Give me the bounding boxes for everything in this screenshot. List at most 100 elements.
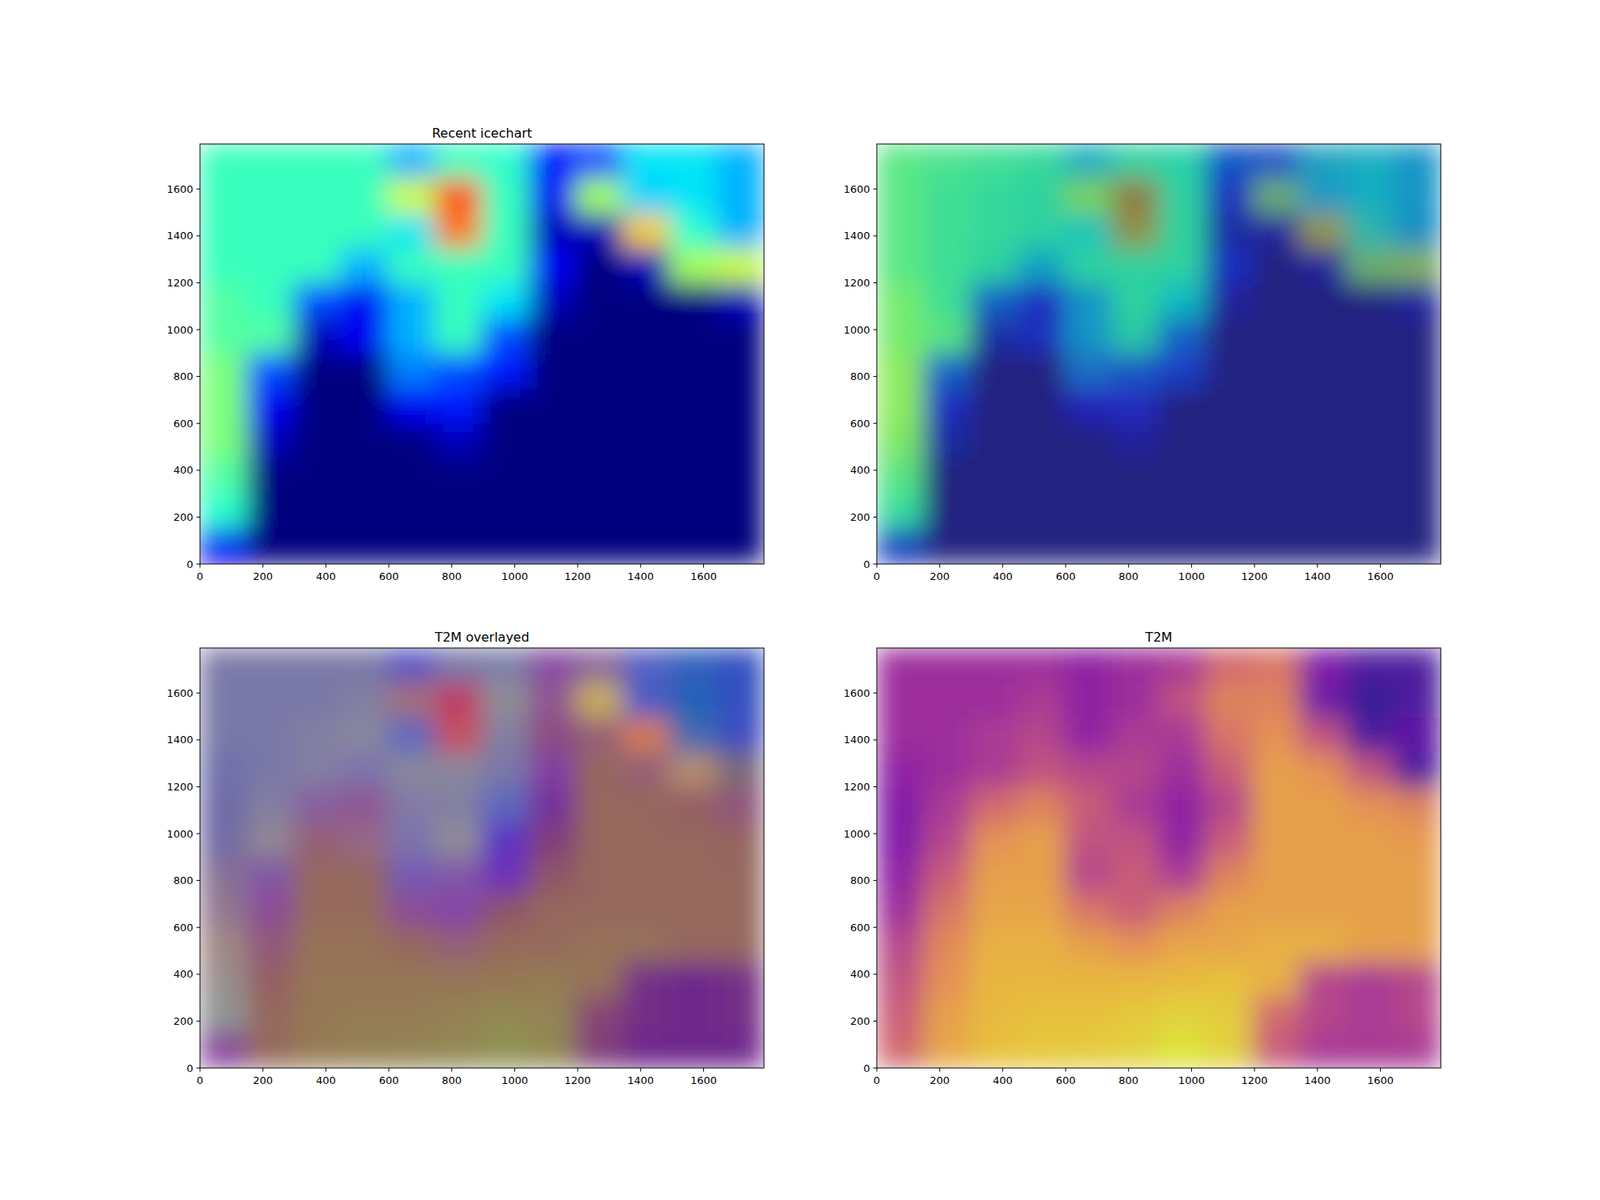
cell [1158, 528, 1207, 564]
cell [1205, 213, 1254, 250]
cell [481, 178, 530, 215]
cell [1158, 997, 1207, 1034]
cell [923, 997, 972, 1034]
cell [876, 388, 924, 425]
cell [200, 284, 248, 320]
cell [876, 353, 924, 390]
cell [200, 717, 248, 754]
cell [622, 962, 671, 999]
cell [716, 822, 764, 859]
cell [528, 682, 577, 719]
cell [1017, 717, 1066, 754]
cell [1064, 178, 1113, 215]
cell [200, 144, 248, 180]
cell [576, 528, 624, 564]
x-tick [1065, 564, 1067, 568]
cell [622, 717, 671, 754]
cell [970, 528, 1019, 564]
cell [1346, 788, 1395, 824]
cell [876, 144, 924, 180]
cell [246, 892, 295, 929]
cell [388, 788, 436, 824]
axes: 0200400600800100012001400160002004006008… [166, 125, 764, 583]
cell [1346, 752, 1395, 789]
cell [1299, 248, 1348, 285]
cell [434, 717, 483, 754]
cell [293, 528, 342, 564]
cell [1064, 388, 1113, 425]
cell [200, 928, 248, 964]
cell [1252, 248, 1301, 285]
cell [576, 318, 624, 355]
cell [340, 682, 389, 719]
cell [622, 997, 671, 1034]
cell [481, 857, 530, 894]
cell [1252, 458, 1301, 495]
cell [669, 213, 718, 250]
cell [1064, 318, 1113, 355]
cell [293, 682, 342, 719]
y-tick-label: 1400 [843, 229, 870, 242]
cell [622, 997, 671, 1034]
x-tick-label: 800 [1118, 1074, 1139, 1087]
cell [481, 528, 530, 564]
y-tick-label: 1400 [166, 229, 193, 242]
x-tick-label: 0 [873, 570, 880, 583]
cell [1158, 178, 1207, 215]
cell [1111, 248, 1160, 285]
cell [200, 248, 248, 285]
cell [1252, 284, 1301, 320]
cell [388, 213, 436, 250]
cell [340, 928, 389, 964]
cell [923, 318, 972, 355]
cell [388, 493, 436, 530]
cell [246, 997, 295, 1034]
cell [434, 528, 483, 564]
cell [434, 962, 483, 999]
y-tick-label: 600 [850, 921, 871, 934]
cell [1111, 822, 1160, 859]
cell [923, 178, 972, 215]
cell [576, 857, 624, 894]
cell [716, 857, 764, 894]
cell [1158, 458, 1207, 495]
cell [669, 857, 718, 894]
cell [576, 284, 624, 320]
x-tick [1065, 1068, 1067, 1072]
cell [528, 248, 577, 285]
cell [716, 962, 764, 999]
cell [1017, 458, 1066, 495]
cell [1017, 353, 1066, 390]
cell [576, 388, 624, 425]
x-tick [388, 1068, 390, 1072]
cell [388, 892, 436, 929]
cell [1252, 388, 1301, 425]
cell [481, 493, 530, 530]
cell [876, 493, 924, 530]
cell [716, 962, 764, 999]
cell [246, 997, 295, 1034]
cell [528, 788, 577, 824]
y-tick [196, 188, 201, 190]
plot-area [200, 648, 764, 1068]
cell [246, 928, 295, 964]
x-tick [876, 1068, 878, 1072]
cell [576, 892, 624, 929]
cell [434, 997, 483, 1034]
cell [1393, 213, 1441, 250]
cell [970, 892, 1019, 929]
cell [669, 788, 718, 824]
cell [970, 752, 1019, 789]
x-tick [1191, 1068, 1192, 1072]
cell [1393, 284, 1441, 320]
cell [528, 318, 577, 355]
cell [481, 962, 530, 999]
cell [876, 213, 924, 250]
cell [970, 318, 1019, 355]
cell [716, 788, 764, 824]
cell [1017, 997, 1066, 1034]
cell [1064, 144, 1113, 180]
cell [923, 318, 972, 355]
image-layer [876, 144, 1441, 564]
cell [200, 962, 248, 999]
